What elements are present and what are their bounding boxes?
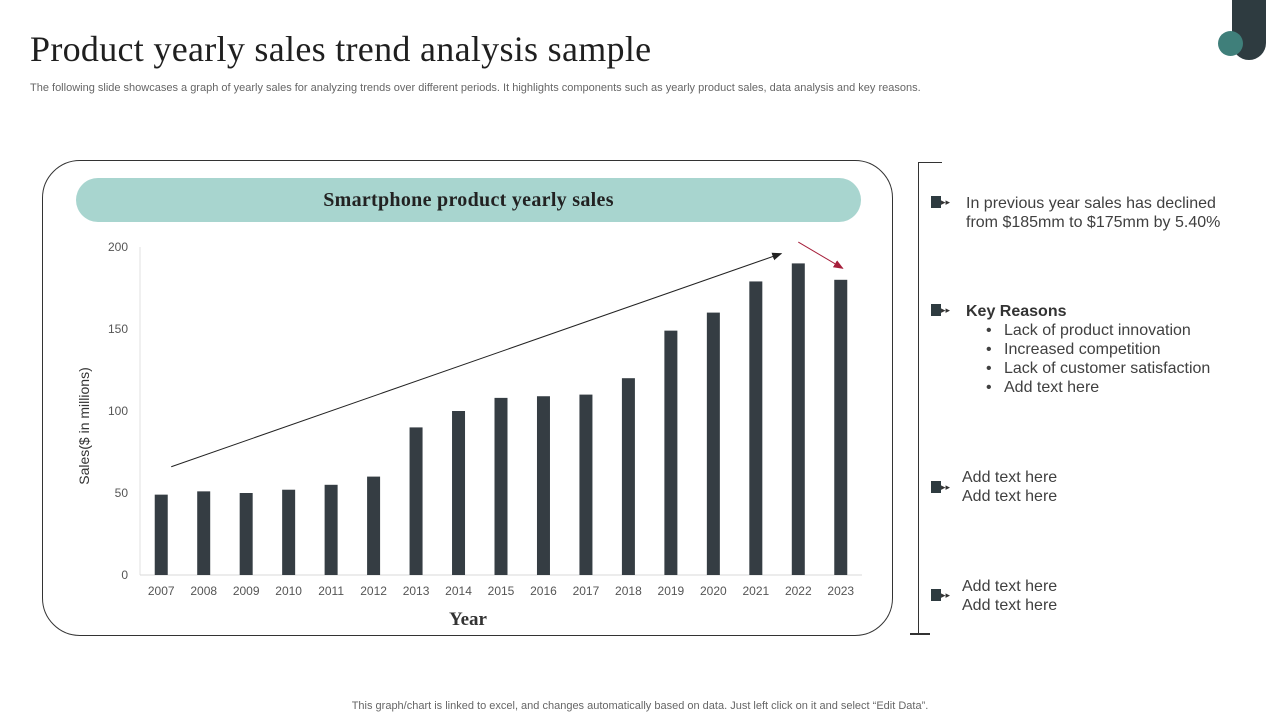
key-reasons-heading: Key Reasons bbox=[966, 303, 1067, 320]
annotation-decline: In previous year sales has declined from… bbox=[966, 194, 1266, 232]
annotation-line: Add text here bbox=[962, 469, 1058, 486]
bar bbox=[409, 427, 423, 575]
y-tick-label: 150 bbox=[108, 322, 128, 336]
list-item: Add text here bbox=[986, 378, 1266, 397]
bar bbox=[791, 263, 805, 575]
bar bbox=[536, 396, 550, 575]
y-axis-label: Sales($ in millions) bbox=[76, 367, 92, 484]
annotation-placeholder: Add text here Add text here bbox=[962, 577, 1057, 615]
bar bbox=[834, 279, 848, 575]
x-tick-label: 2020 bbox=[700, 584, 727, 598]
timeline-marker bbox=[931, 481, 941, 493]
annotation-key-reasons: Key Reasons Lack of product innovation I… bbox=[966, 302, 1266, 397]
key-reasons-list: Lack of product innovation Increased com… bbox=[966, 321, 1266, 397]
bar bbox=[282, 489, 296, 575]
x-tick-label: 2011 bbox=[318, 584, 344, 598]
annotation-placeholder: Add text here Add text here bbox=[962, 468, 1057, 506]
x-tick-label: 2023 bbox=[827, 584, 854, 598]
bar-chart[interactable]: 0 50 100 150 200 2007 2008 2009 2010 2011 2012 2013… bbox=[0, 0, 900, 660]
x-tick-label: 2013 bbox=[403, 584, 430, 598]
bar bbox=[749, 281, 763, 575]
corner-decoration-dot bbox=[1218, 31, 1243, 56]
x-tick-label: 2007 bbox=[148, 584, 175, 598]
bar bbox=[452, 411, 466, 575]
decline-arrow bbox=[798, 241, 844, 269]
y-tick-label: 0 bbox=[121, 568, 128, 582]
x-axis-label: Year bbox=[449, 609, 488, 630]
page-subtitle: The following slide showcases a graph of… bbox=[30, 82, 921, 94]
annotation-line: In previous year sales has declined bbox=[966, 195, 1216, 212]
x-tick-label: 2017 bbox=[573, 584, 600, 598]
bar bbox=[367, 476, 381, 575]
x-tick-label: 2014 bbox=[445, 584, 472, 598]
arrow-right-icon: ▸▸ bbox=[941, 197, 951, 207]
chart-frame bbox=[42, 160, 893, 636]
page-title: Product yearly sales trend analysis samp… bbox=[30, 29, 652, 69]
list-item: Lack of product innovation bbox=[986, 321, 1266, 340]
timeline-marker bbox=[931, 589, 941, 601]
list-item: Lack of customer satisfaction bbox=[986, 359, 1266, 378]
x-tick-label: 2009 bbox=[233, 584, 260, 598]
bar bbox=[621, 378, 635, 575]
timeline-line bbox=[918, 162, 919, 634]
x-tick-label: 2016 bbox=[530, 584, 557, 598]
y-tick-label: 200 bbox=[108, 240, 128, 254]
x-tick-label: 2008 bbox=[190, 584, 217, 598]
trend-arrow bbox=[171, 252, 783, 468]
x-tick-label: 2010 bbox=[275, 584, 302, 598]
bar bbox=[494, 397, 508, 575]
chart-title: Smartphone product yearly sales bbox=[76, 178, 861, 222]
arrow-right-icon: ▸▸ bbox=[941, 482, 951, 492]
annotation-line: Add text here bbox=[962, 597, 1058, 614]
timeline-marker bbox=[931, 304, 941, 316]
arrow-right-icon: ▸▸ bbox=[941, 590, 951, 600]
x-tick-label: 2022 bbox=[785, 584, 812, 598]
x-tick-label: 2018 bbox=[615, 584, 642, 598]
annotation-line: from $185mm to $175mm by 5.40% bbox=[966, 214, 1221, 231]
list-item: Increased competition bbox=[986, 340, 1266, 359]
x-tick-label: 2019 bbox=[658, 584, 685, 598]
timeline-base bbox=[910, 633, 930, 635]
bar bbox=[239, 493, 253, 575]
footer-note: This graph/chart is linked to excel, and… bbox=[351, 700, 929, 712]
bar bbox=[664, 330, 678, 575]
annotation-line: Add text here bbox=[962, 488, 1058, 505]
y-tick-label: 100 bbox=[108, 404, 128, 418]
arrow-right-icon: ▸▸ bbox=[941, 305, 951, 315]
bar bbox=[154, 494, 168, 575]
bar bbox=[579, 394, 593, 575]
bar bbox=[324, 484, 338, 575]
y-tick-label: 50 bbox=[115, 486, 129, 500]
timeline-marker bbox=[931, 196, 941, 208]
bar bbox=[706, 312, 720, 575]
x-tick-label: 2012 bbox=[360, 584, 387, 598]
x-tick-label: 2015 bbox=[488, 584, 515, 598]
timeline-top-line bbox=[918, 162, 942, 163]
bar bbox=[197, 491, 211, 575]
annotation-line: Add text here bbox=[962, 578, 1058, 595]
x-tick-label: 2021 bbox=[742, 584, 769, 598]
